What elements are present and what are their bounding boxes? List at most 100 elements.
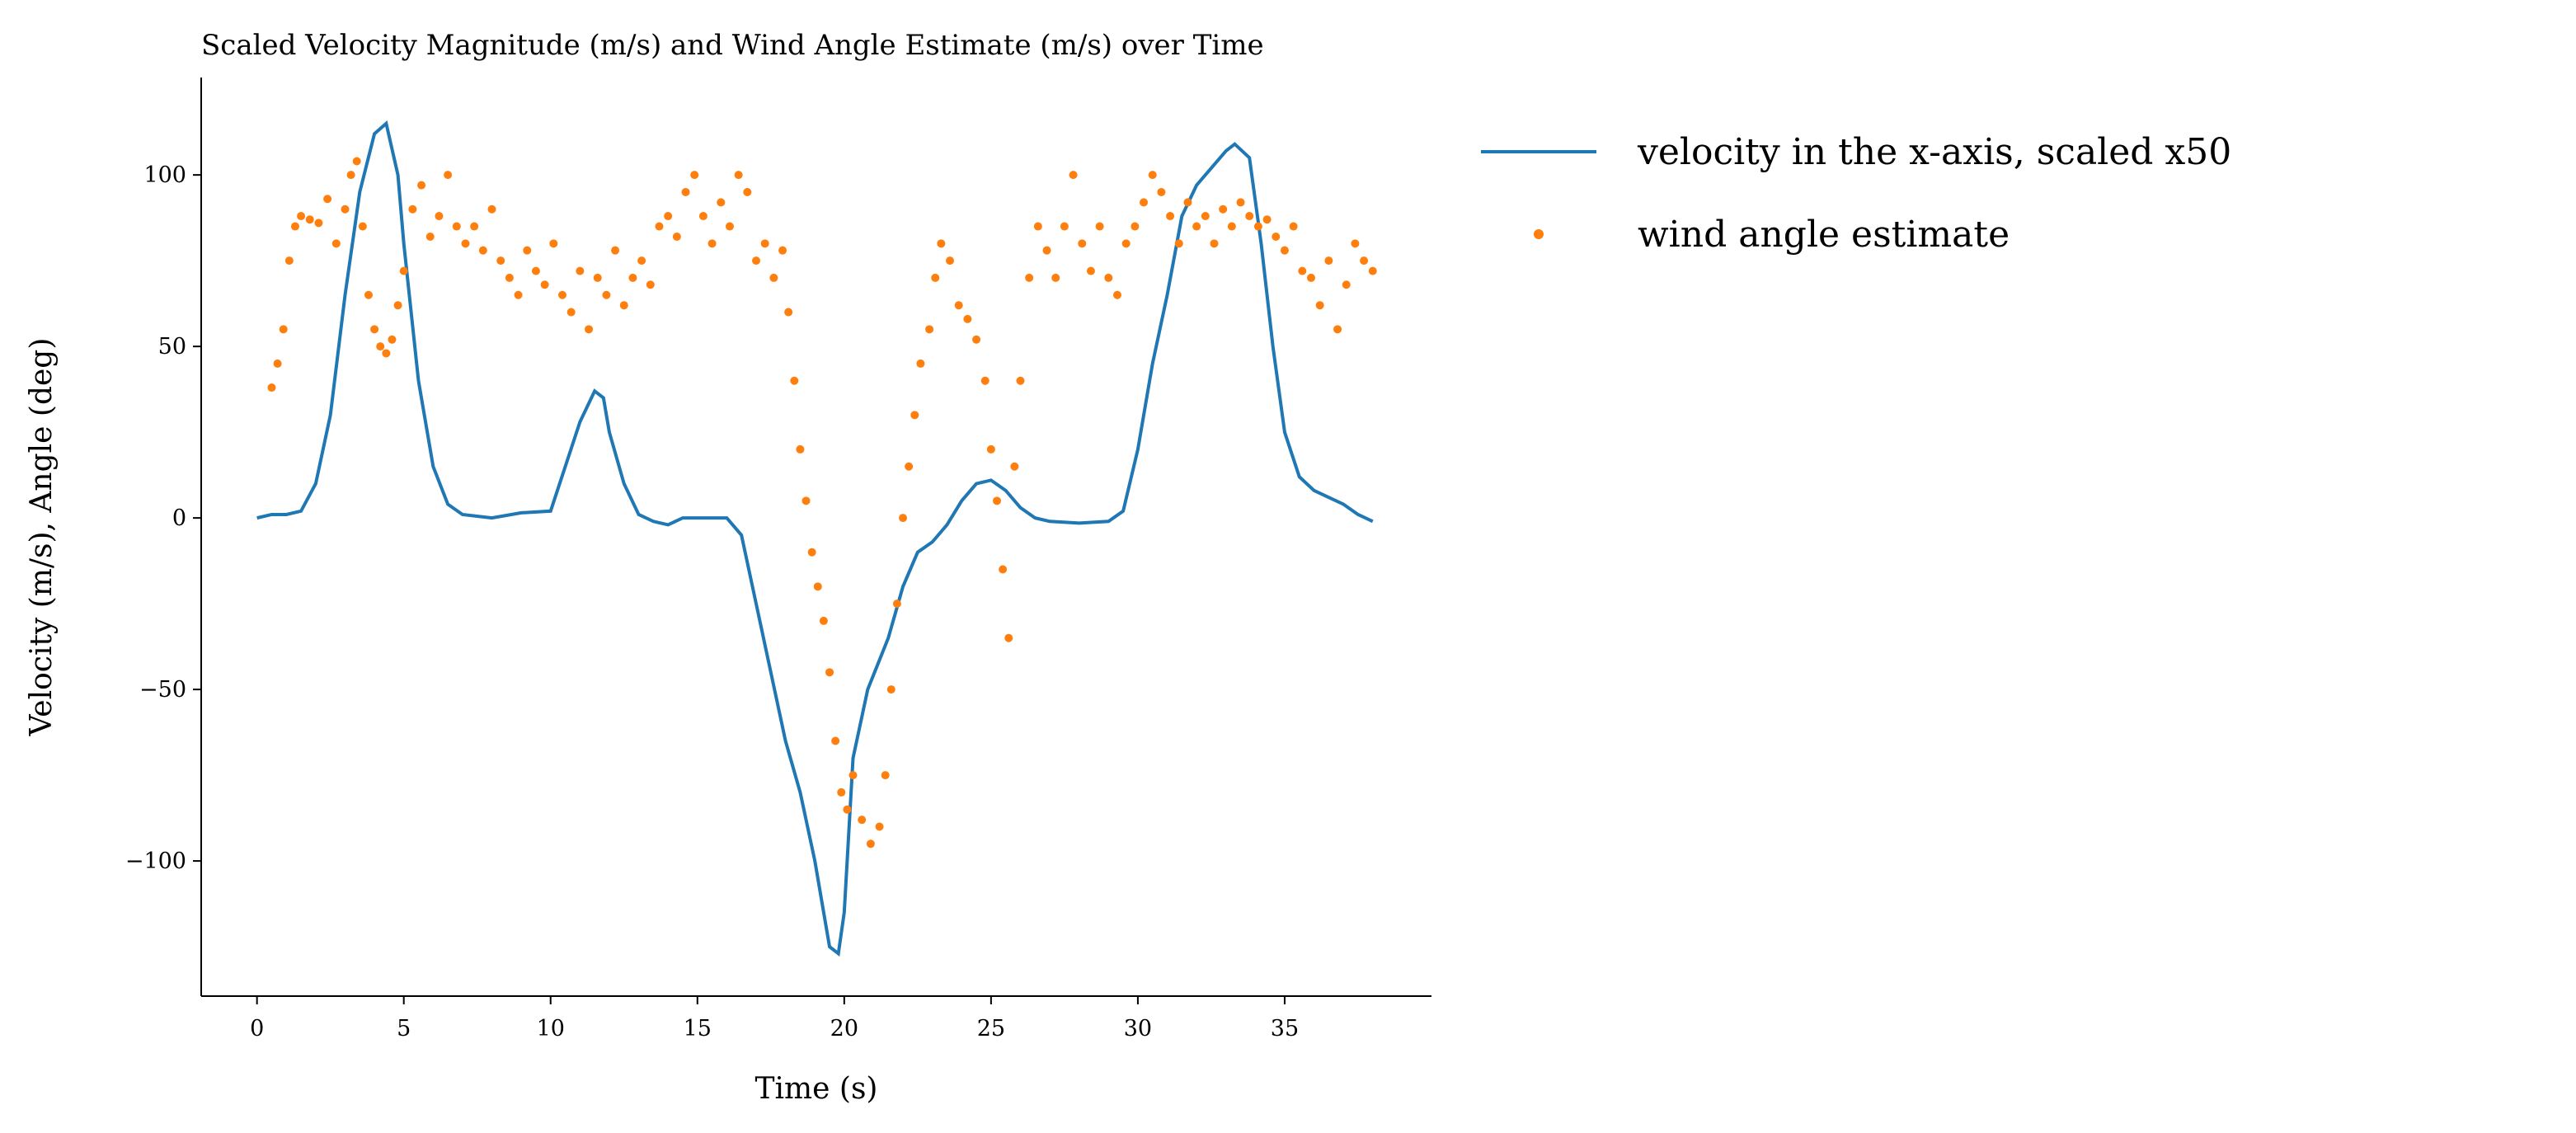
wind-point xyxy=(585,325,594,334)
wind-point xyxy=(1253,222,1262,231)
wind-point xyxy=(807,548,816,557)
wind-point xyxy=(1342,280,1351,289)
x-axis-label: Time (s) xyxy=(755,1072,878,1106)
wind-point xyxy=(1060,222,1069,231)
wind-point xyxy=(470,222,479,231)
wind-point xyxy=(843,805,852,814)
wind-point xyxy=(858,816,867,825)
x-tick-label: 20 xyxy=(830,1016,858,1041)
wind-point xyxy=(364,290,373,299)
wind-point xyxy=(1192,222,1201,231)
wind-point xyxy=(999,565,1008,574)
x-tick-label: 0 xyxy=(250,1016,264,1041)
wind-point xyxy=(1298,266,1307,275)
wind-point xyxy=(1289,222,1298,231)
wind-point xyxy=(925,325,934,334)
y-tick-label: −50 xyxy=(139,677,186,703)
wind-point xyxy=(376,342,385,351)
wind-point xyxy=(444,171,453,180)
legend-swatch xyxy=(1534,229,1544,239)
wind-point xyxy=(1069,171,1078,180)
wind-point xyxy=(611,246,620,255)
wind-point xyxy=(602,290,611,299)
wind-point xyxy=(1360,256,1369,266)
wind-point xyxy=(1210,239,1219,248)
wind-point xyxy=(1272,233,1281,242)
wind-point xyxy=(331,239,341,248)
wind-point xyxy=(875,822,884,831)
wind-point xyxy=(1315,301,1324,310)
wind-point xyxy=(717,198,726,207)
velocity-line xyxy=(256,120,1374,957)
wind-point xyxy=(1033,222,1042,231)
wind-point xyxy=(388,335,397,344)
wind-point xyxy=(1219,205,1228,214)
wind-point xyxy=(523,246,532,255)
wind-point xyxy=(986,444,995,454)
wind-point xyxy=(1201,212,1210,221)
wind-point xyxy=(1086,266,1095,275)
x-tick-label: 30 xyxy=(1124,1016,1152,1041)
wind-point xyxy=(1078,239,1087,248)
wind-point xyxy=(790,376,799,385)
wind-point xyxy=(1324,256,1333,266)
wind-point xyxy=(698,212,707,221)
wind-point xyxy=(881,771,890,780)
wind-point xyxy=(1280,246,1289,255)
wind-point xyxy=(1131,222,1140,231)
wind-point xyxy=(831,736,840,745)
wind-point xyxy=(478,246,487,255)
wind-point xyxy=(1333,325,1342,334)
wind-point xyxy=(743,187,752,196)
wind-point xyxy=(297,212,306,221)
wind-point xyxy=(886,685,895,694)
wind-point xyxy=(1104,273,1113,282)
wind-point xyxy=(905,462,914,471)
y-tick-label: 0 xyxy=(172,505,186,531)
wind-point xyxy=(461,239,470,248)
legend-label: wind angle estimate xyxy=(1638,214,2010,256)
wind-point xyxy=(496,256,505,266)
wind-point xyxy=(408,205,417,214)
wind-point xyxy=(734,171,743,180)
wind-point xyxy=(284,256,294,266)
wind-point xyxy=(346,171,355,180)
wind-point xyxy=(1140,198,1149,207)
wind-point xyxy=(549,239,558,248)
wind-point xyxy=(1227,222,1236,231)
wind-point xyxy=(1236,198,1245,207)
wind-point xyxy=(760,239,769,248)
wind-point xyxy=(1174,239,1183,248)
wind-point xyxy=(690,171,699,180)
wind-point xyxy=(931,273,940,282)
wind-point xyxy=(1157,187,1166,196)
wind-point xyxy=(655,222,664,231)
y-tick-label: 100 xyxy=(143,162,186,188)
wind-point xyxy=(992,496,1001,505)
wind-point xyxy=(576,266,585,275)
wind-point xyxy=(531,266,540,275)
wind-point xyxy=(305,215,314,224)
wind-point xyxy=(435,212,444,221)
wind-point xyxy=(916,359,925,368)
wind-point xyxy=(1025,273,1034,282)
wind-point xyxy=(707,239,717,248)
wind-point xyxy=(382,349,391,358)
x-tick-label: 25 xyxy=(977,1016,1005,1041)
wind-point xyxy=(370,325,379,334)
wind-point xyxy=(358,222,367,231)
wind-point xyxy=(1166,212,1175,221)
wind-point xyxy=(1148,171,1157,180)
wind-point xyxy=(664,212,673,221)
wind-point xyxy=(1004,633,1013,642)
wind-point xyxy=(980,376,990,385)
wind-point xyxy=(1183,198,1192,207)
wind-point xyxy=(937,239,946,248)
y-tick-label: 50 xyxy=(158,334,186,360)
wind-point xyxy=(279,325,288,334)
wind-point xyxy=(801,496,811,505)
x-tick-label: 35 xyxy=(1271,1016,1299,1041)
wind-point xyxy=(1051,273,1060,282)
x-tick-label: 10 xyxy=(537,1016,565,1041)
